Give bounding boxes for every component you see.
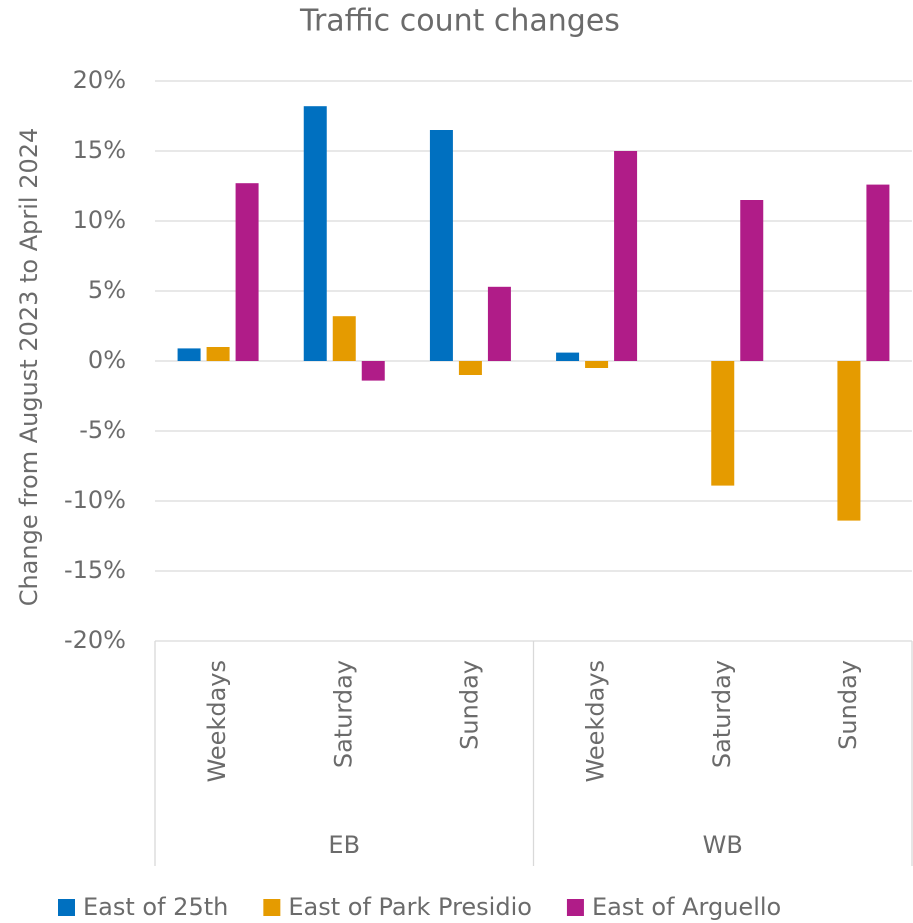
legend-label: East of Arguello	[592, 893, 781, 921]
bar	[866, 184, 890, 361]
bar	[585, 361, 609, 368]
bar	[303, 106, 327, 361]
legend-label: East of 25th	[83, 893, 228, 921]
y-tick-label: 10%	[73, 206, 126, 234]
legend-swatch	[263, 899, 281, 916]
y-tick-label: 0%	[88, 346, 126, 374]
x-tick-label: Sunday	[834, 660, 862, 750]
bar	[711, 361, 735, 486]
x-tick-label: Weekdays	[203, 660, 231, 782]
bar	[740, 200, 764, 361]
y-tick-label: -10%	[64, 486, 126, 514]
y-tick-label: 5%	[88, 276, 126, 304]
y-axis-label: Change from August 2023 to April 2024	[15, 128, 43, 607]
y-tick-label: -5%	[79, 416, 126, 444]
x-tick-label: Saturday	[708, 660, 736, 768]
y-tick-label: -15%	[64, 556, 126, 584]
bar	[177, 348, 201, 361]
legend-label: East of Park Presidio	[288, 893, 532, 921]
x-tick-label: Weekdays	[582, 660, 610, 782]
legend-swatch	[58, 899, 75, 916]
bar	[458, 361, 482, 375]
legend-swatch	[566, 899, 584, 916]
bar	[235, 183, 259, 361]
y-tick-label: -20%	[64, 626, 126, 654]
y-tick-label: 20%	[73, 66, 126, 94]
x-tick-label: Sunday	[455, 660, 483, 750]
bar	[837, 361, 861, 521]
chart-title: Traffic count changes	[299, 4, 620, 39]
bar	[361, 361, 385, 381]
x-tick-label: Saturday	[329, 660, 357, 768]
y-tick-label: 15%	[73, 136, 126, 164]
bar	[332, 316, 356, 361]
group-label: WB	[703, 831, 743, 859]
bar	[206, 347, 230, 361]
bar	[429, 130, 453, 361]
group-label: EB	[328, 831, 360, 859]
bar	[487, 286, 511, 361]
bar	[614, 151, 638, 361]
bar	[556, 352, 580, 361]
